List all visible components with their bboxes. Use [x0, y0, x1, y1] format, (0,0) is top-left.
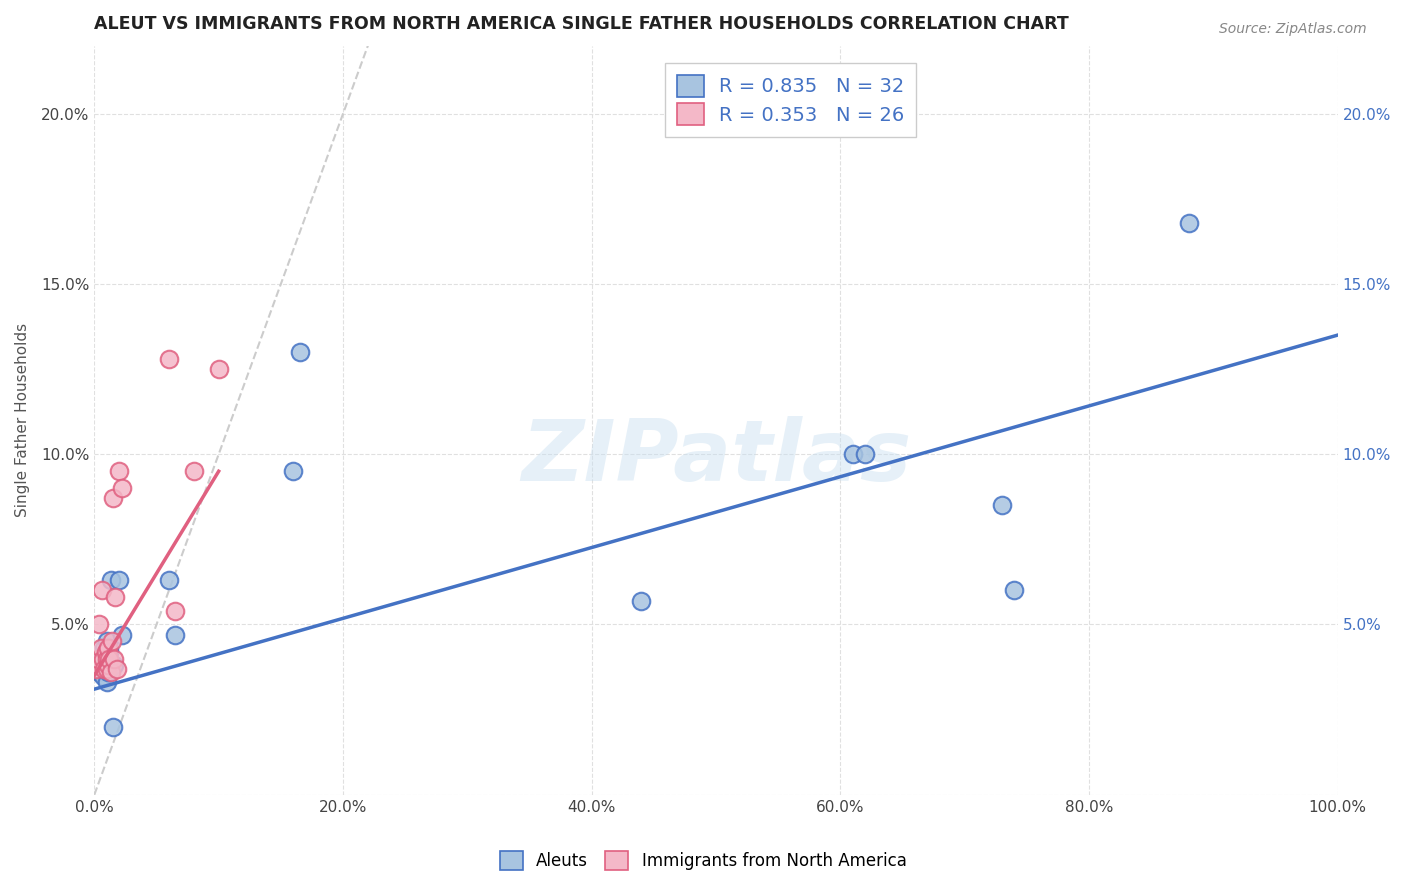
Point: [98, 651, 121, 665]
Point: [94, 645, 117, 659]
Legend: Aleuts, Immigrants from North America: Aleuts, Immigrants from North America: [494, 844, 912, 877]
Point: [100, 634, 122, 648]
Point: [89, 617, 111, 632]
Point: [183, 464, 205, 478]
Point: [87, 658, 110, 673]
Point: [100, 573, 122, 587]
Point: [853, 447, 876, 461]
Point: [97, 641, 120, 656]
Point: [283, 464, 305, 478]
Point: [91, 668, 114, 682]
Point: [991, 498, 1014, 512]
Point: [90, 583, 112, 598]
Point: [91, 651, 114, 665]
Point: [89, 665, 111, 680]
Point: [97, 658, 120, 673]
Point: [96, 651, 118, 665]
Point: [100, 665, 122, 680]
Point: [105, 662, 128, 676]
Point: [165, 604, 187, 618]
Point: [101, 491, 124, 506]
Point: [111, 481, 134, 495]
Point: [96, 675, 118, 690]
Text: ALEUT VS IMMIGRANTS FROM NORTH AMERICA SINGLE FATHER HOUSEHOLDS CORRELATION CHAR: ALEUT VS IMMIGRANTS FROM NORTH AMERICA S…: [94, 15, 1069, 33]
Point: [96, 662, 118, 676]
Text: ZIPatlas: ZIPatlas: [522, 417, 911, 500]
Point: [103, 658, 125, 673]
Point: [97, 665, 120, 680]
Point: [90, 641, 112, 656]
Point: [96, 634, 118, 648]
Point: [101, 720, 124, 734]
Point: [1004, 583, 1026, 598]
Point: [94, 658, 117, 673]
Point: [208, 362, 231, 376]
Point: [165, 628, 187, 642]
Point: [93, 651, 115, 665]
Point: [157, 573, 180, 587]
Text: Source: ZipAtlas.com: Source: ZipAtlas.com: [1219, 22, 1367, 37]
Point: [86, 658, 108, 673]
Point: [98, 645, 121, 659]
Point: [104, 591, 127, 605]
Point: [90, 651, 112, 665]
Point: [288, 345, 311, 359]
Point: [90, 658, 112, 673]
Point: [630, 593, 652, 607]
Point: [87, 651, 110, 665]
Legend: R = 0.835   N = 32, R = 0.353   N = 26: R = 0.835 N = 32, R = 0.353 N = 26: [665, 62, 917, 137]
Point: [98, 641, 121, 656]
Point: [1177, 216, 1199, 230]
Point: [842, 447, 865, 461]
Point: [157, 351, 180, 366]
Y-axis label: Single Father Households: Single Father Households: [15, 323, 30, 517]
Point: [84, 662, 107, 676]
Point: [103, 651, 125, 665]
Point: [91, 662, 114, 676]
Point: [93, 662, 115, 676]
Point: [111, 628, 134, 642]
Point: [108, 573, 131, 587]
Point: [86, 662, 108, 676]
Point: [93, 641, 115, 656]
Point: [94, 645, 117, 659]
Point: [108, 464, 131, 478]
Point: [97, 651, 120, 665]
